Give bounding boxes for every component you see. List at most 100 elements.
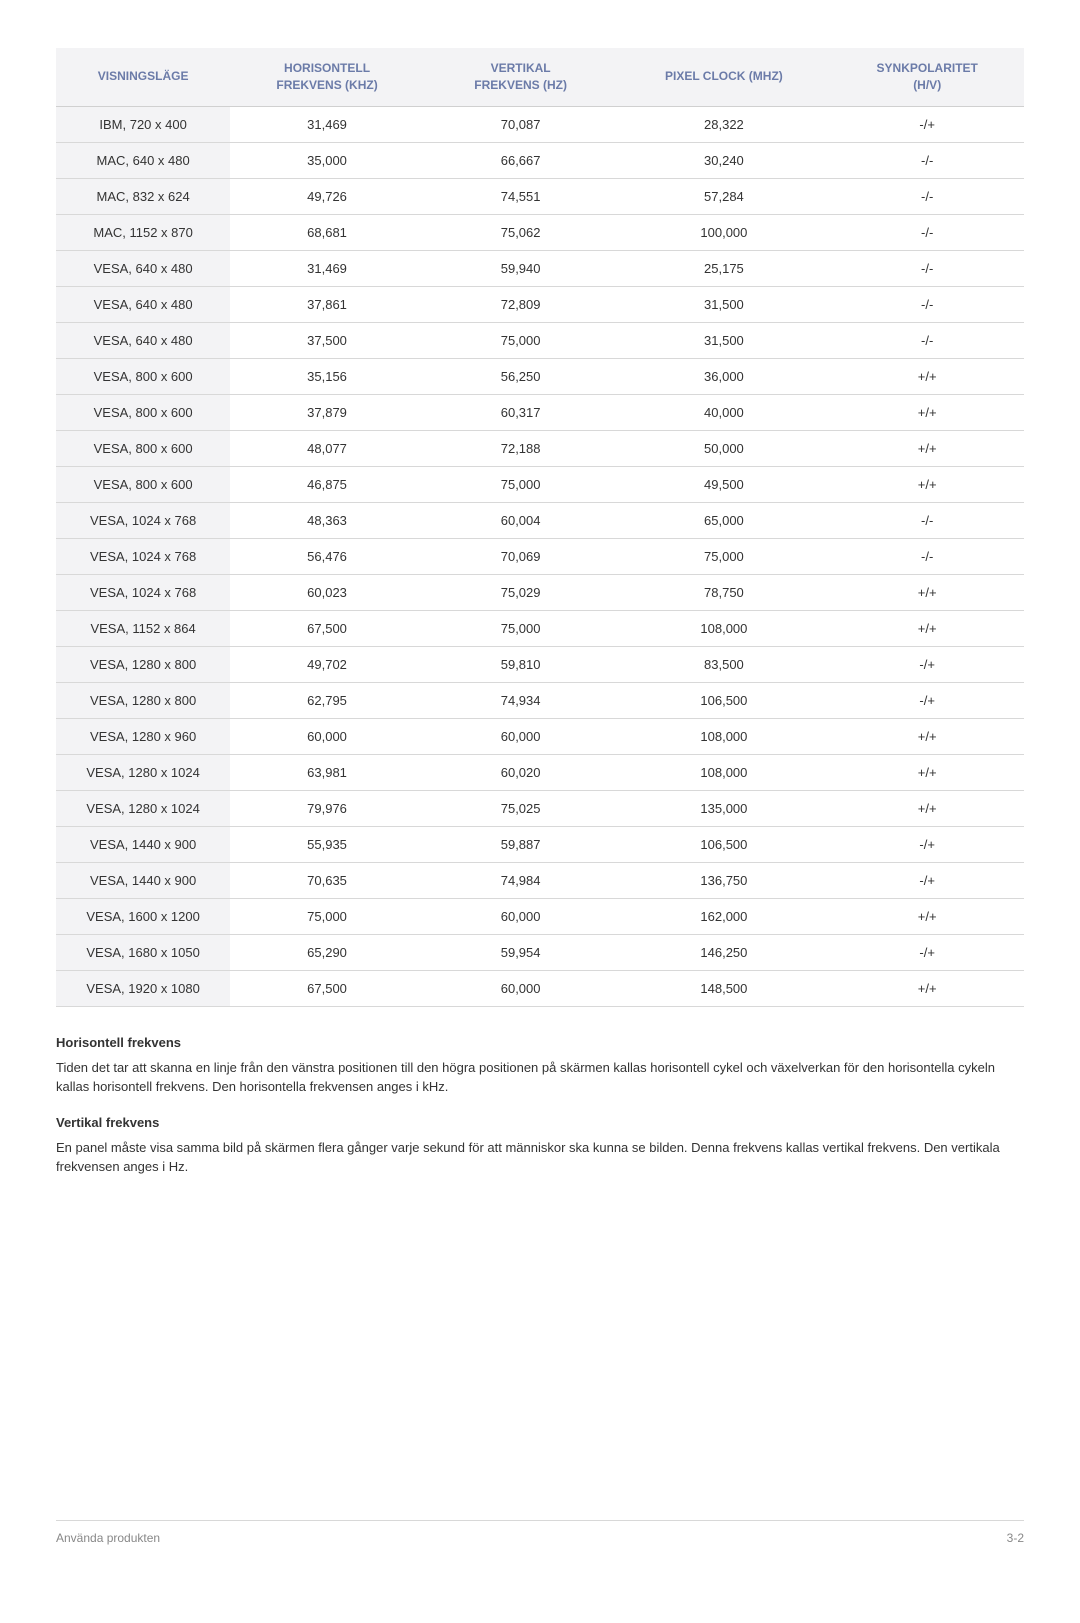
cell-sync: +/+ <box>830 754 1024 790</box>
cell-sync: -/- <box>830 178 1024 214</box>
cell-sync: +/+ <box>830 790 1024 826</box>
cell-hfreq: 37,500 <box>230 322 424 358</box>
cell-pixel: 36,000 <box>617 358 830 394</box>
cell-hfreq: 62,795 <box>230 682 424 718</box>
cell-pixel: 31,500 <box>617 286 830 322</box>
table-row: VESA, 800 x 60046,87575,00049,500+/+ <box>56 466 1024 502</box>
cell-pixel: 146,250 <box>617 934 830 970</box>
table-row: VESA, 800 x 60048,07772,18850,000+/+ <box>56 430 1024 466</box>
cell-mode: VESA, 1600 x 1200 <box>56 898 230 934</box>
header-vfreq: VERTIKALFREKVENS (HZ) <box>424 48 618 106</box>
cell-pixel: 108,000 <box>617 718 830 754</box>
cell-vfreq: 75,000 <box>424 466 618 502</box>
table-row: VESA, 1280 x 80062,79574,934106,500-/+ <box>56 682 1024 718</box>
cell-sync: -/- <box>830 538 1024 574</box>
table-row: VESA, 640 x 48037,86172,80931,500-/- <box>56 286 1024 322</box>
cell-mode: VESA, 1280 x 1024 <box>56 790 230 826</box>
cell-vfreq: 60,000 <box>424 718 618 754</box>
footer-right: 3-2 <box>1007 1531 1024 1545</box>
table-row: VESA, 800 x 60035,15656,25036,000+/+ <box>56 358 1024 394</box>
cell-sync: +/+ <box>830 574 1024 610</box>
cell-hfreq: 60,023 <box>230 574 424 610</box>
cell-pixel: 50,000 <box>617 430 830 466</box>
cell-pixel: 106,500 <box>617 682 830 718</box>
cell-vfreq: 60,020 <box>424 754 618 790</box>
cell-mode: VESA, 640 x 480 <box>56 322 230 358</box>
cell-vfreq: 59,810 <box>424 646 618 682</box>
cell-sync: -/+ <box>830 646 1024 682</box>
table-row: VESA, 1280 x 80049,70259,81083,500-/+ <box>56 646 1024 682</box>
cell-hfreq: 67,500 <box>230 610 424 646</box>
table-row: VESA, 1024 x 76856,47670,06975,000-/- <box>56 538 1024 574</box>
table-row: MAC, 1152 x 87068,68175,062100,000-/- <box>56 214 1024 250</box>
cell-vfreq: 60,000 <box>424 898 618 934</box>
cell-vfreq: 75,025 <box>424 790 618 826</box>
table-row: IBM, 720 x 40031,46970,08728,322-/+ <box>56 106 1024 142</box>
cell-vfreq: 60,317 <box>424 394 618 430</box>
table-row: VESA, 800 x 60037,87960,31740,000+/+ <box>56 394 1024 430</box>
cell-sync: +/+ <box>830 466 1024 502</box>
cell-vfreq: 74,934 <box>424 682 618 718</box>
cell-vfreq: 59,940 <box>424 250 618 286</box>
cell-hfreq: 49,726 <box>230 178 424 214</box>
table-row: VESA, 640 x 48037,50075,00031,500-/- <box>56 322 1024 358</box>
cell-sync: -/+ <box>830 862 1024 898</box>
cell-pixel: 75,000 <box>617 538 830 574</box>
cell-mode: IBM, 720 x 400 <box>56 106 230 142</box>
cell-mode: VESA, 1024 x 768 <box>56 574 230 610</box>
table-row: VESA, 1024 x 76860,02375,02978,750+/+ <box>56 574 1024 610</box>
horizontal-freq-heading: Horisontell frekvens <box>56 1035 1024 1050</box>
cell-pixel: 28,322 <box>617 106 830 142</box>
cell-pixel: 25,175 <box>617 250 830 286</box>
cell-vfreq: 72,809 <box>424 286 618 322</box>
cell-vfreq: 75,000 <box>424 610 618 646</box>
cell-hfreq: 35,156 <box>230 358 424 394</box>
cell-mode: MAC, 832 x 624 <box>56 178 230 214</box>
cell-pixel: 108,000 <box>617 610 830 646</box>
cell-mode: VESA, 1024 x 768 <box>56 502 230 538</box>
cell-sync: -/- <box>830 142 1024 178</box>
cell-vfreq: 60,000 <box>424 970 618 1006</box>
cell-vfreq: 59,887 <box>424 826 618 862</box>
cell-pixel: 136,750 <box>617 862 830 898</box>
cell-sync: +/+ <box>830 718 1024 754</box>
table-row: VESA, 1680 x 105065,29059,954146,250-/+ <box>56 934 1024 970</box>
cell-mode: VESA, 1680 x 1050 <box>56 934 230 970</box>
cell-hfreq: 56,476 <box>230 538 424 574</box>
table-row: VESA, 640 x 48031,46959,94025,175-/- <box>56 250 1024 286</box>
cell-mode: VESA, 800 x 600 <box>56 394 230 430</box>
table-row: VESA, 1280 x 102479,97675,025135,000+/+ <box>56 790 1024 826</box>
vertical-freq-heading: Vertikal frekvens <box>56 1115 1024 1130</box>
header-pixel: PIXEL CLOCK (MHZ) <box>617 48 830 106</box>
cell-hfreq: 31,469 <box>230 250 424 286</box>
cell-mode: MAC, 640 x 480 <box>56 142 230 178</box>
cell-hfreq: 75,000 <box>230 898 424 934</box>
cell-hfreq: 68,681 <box>230 214 424 250</box>
header-sync: SYNKPOLARITET(H/V) <box>830 48 1024 106</box>
timing-table: VISNINGSLÄGE HORISONTELLFREKVENS (KHZ) V… <box>56 48 1024 1007</box>
cell-vfreq: 75,062 <box>424 214 618 250</box>
cell-vfreq: 75,000 <box>424 322 618 358</box>
cell-mode: VESA, 800 x 600 <box>56 430 230 466</box>
cell-hfreq: 48,363 <box>230 502 424 538</box>
table-row: VESA, 1024 x 76848,36360,00465,000-/- <box>56 502 1024 538</box>
cell-hfreq: 37,861 <box>230 286 424 322</box>
cell-mode: VESA, 800 x 600 <box>56 358 230 394</box>
cell-vfreq: 70,069 <box>424 538 618 574</box>
cell-mode: VESA, 1280 x 960 <box>56 718 230 754</box>
table-row: VESA, 1920 x 108067,50060,000148,500+/+ <box>56 970 1024 1006</box>
cell-pixel: 135,000 <box>617 790 830 826</box>
table-row: VESA, 1152 x 86467,50075,000108,000+/+ <box>56 610 1024 646</box>
cell-pixel: 83,500 <box>617 646 830 682</box>
cell-sync: -/- <box>830 250 1024 286</box>
cell-mode: VESA, 1152 x 864 <box>56 610 230 646</box>
cell-vfreq: 70,087 <box>424 106 618 142</box>
cell-pixel: 30,240 <box>617 142 830 178</box>
cell-hfreq: 79,976 <box>230 790 424 826</box>
table-row: VESA, 1440 x 90055,93559,887106,500-/+ <box>56 826 1024 862</box>
cell-vfreq: 74,551 <box>424 178 618 214</box>
cell-hfreq: 60,000 <box>230 718 424 754</box>
cell-mode: VESA, 1280 x 800 <box>56 646 230 682</box>
table-row: MAC, 640 x 48035,00066,66730,240-/- <box>56 142 1024 178</box>
cell-vfreq: 66,667 <box>424 142 618 178</box>
